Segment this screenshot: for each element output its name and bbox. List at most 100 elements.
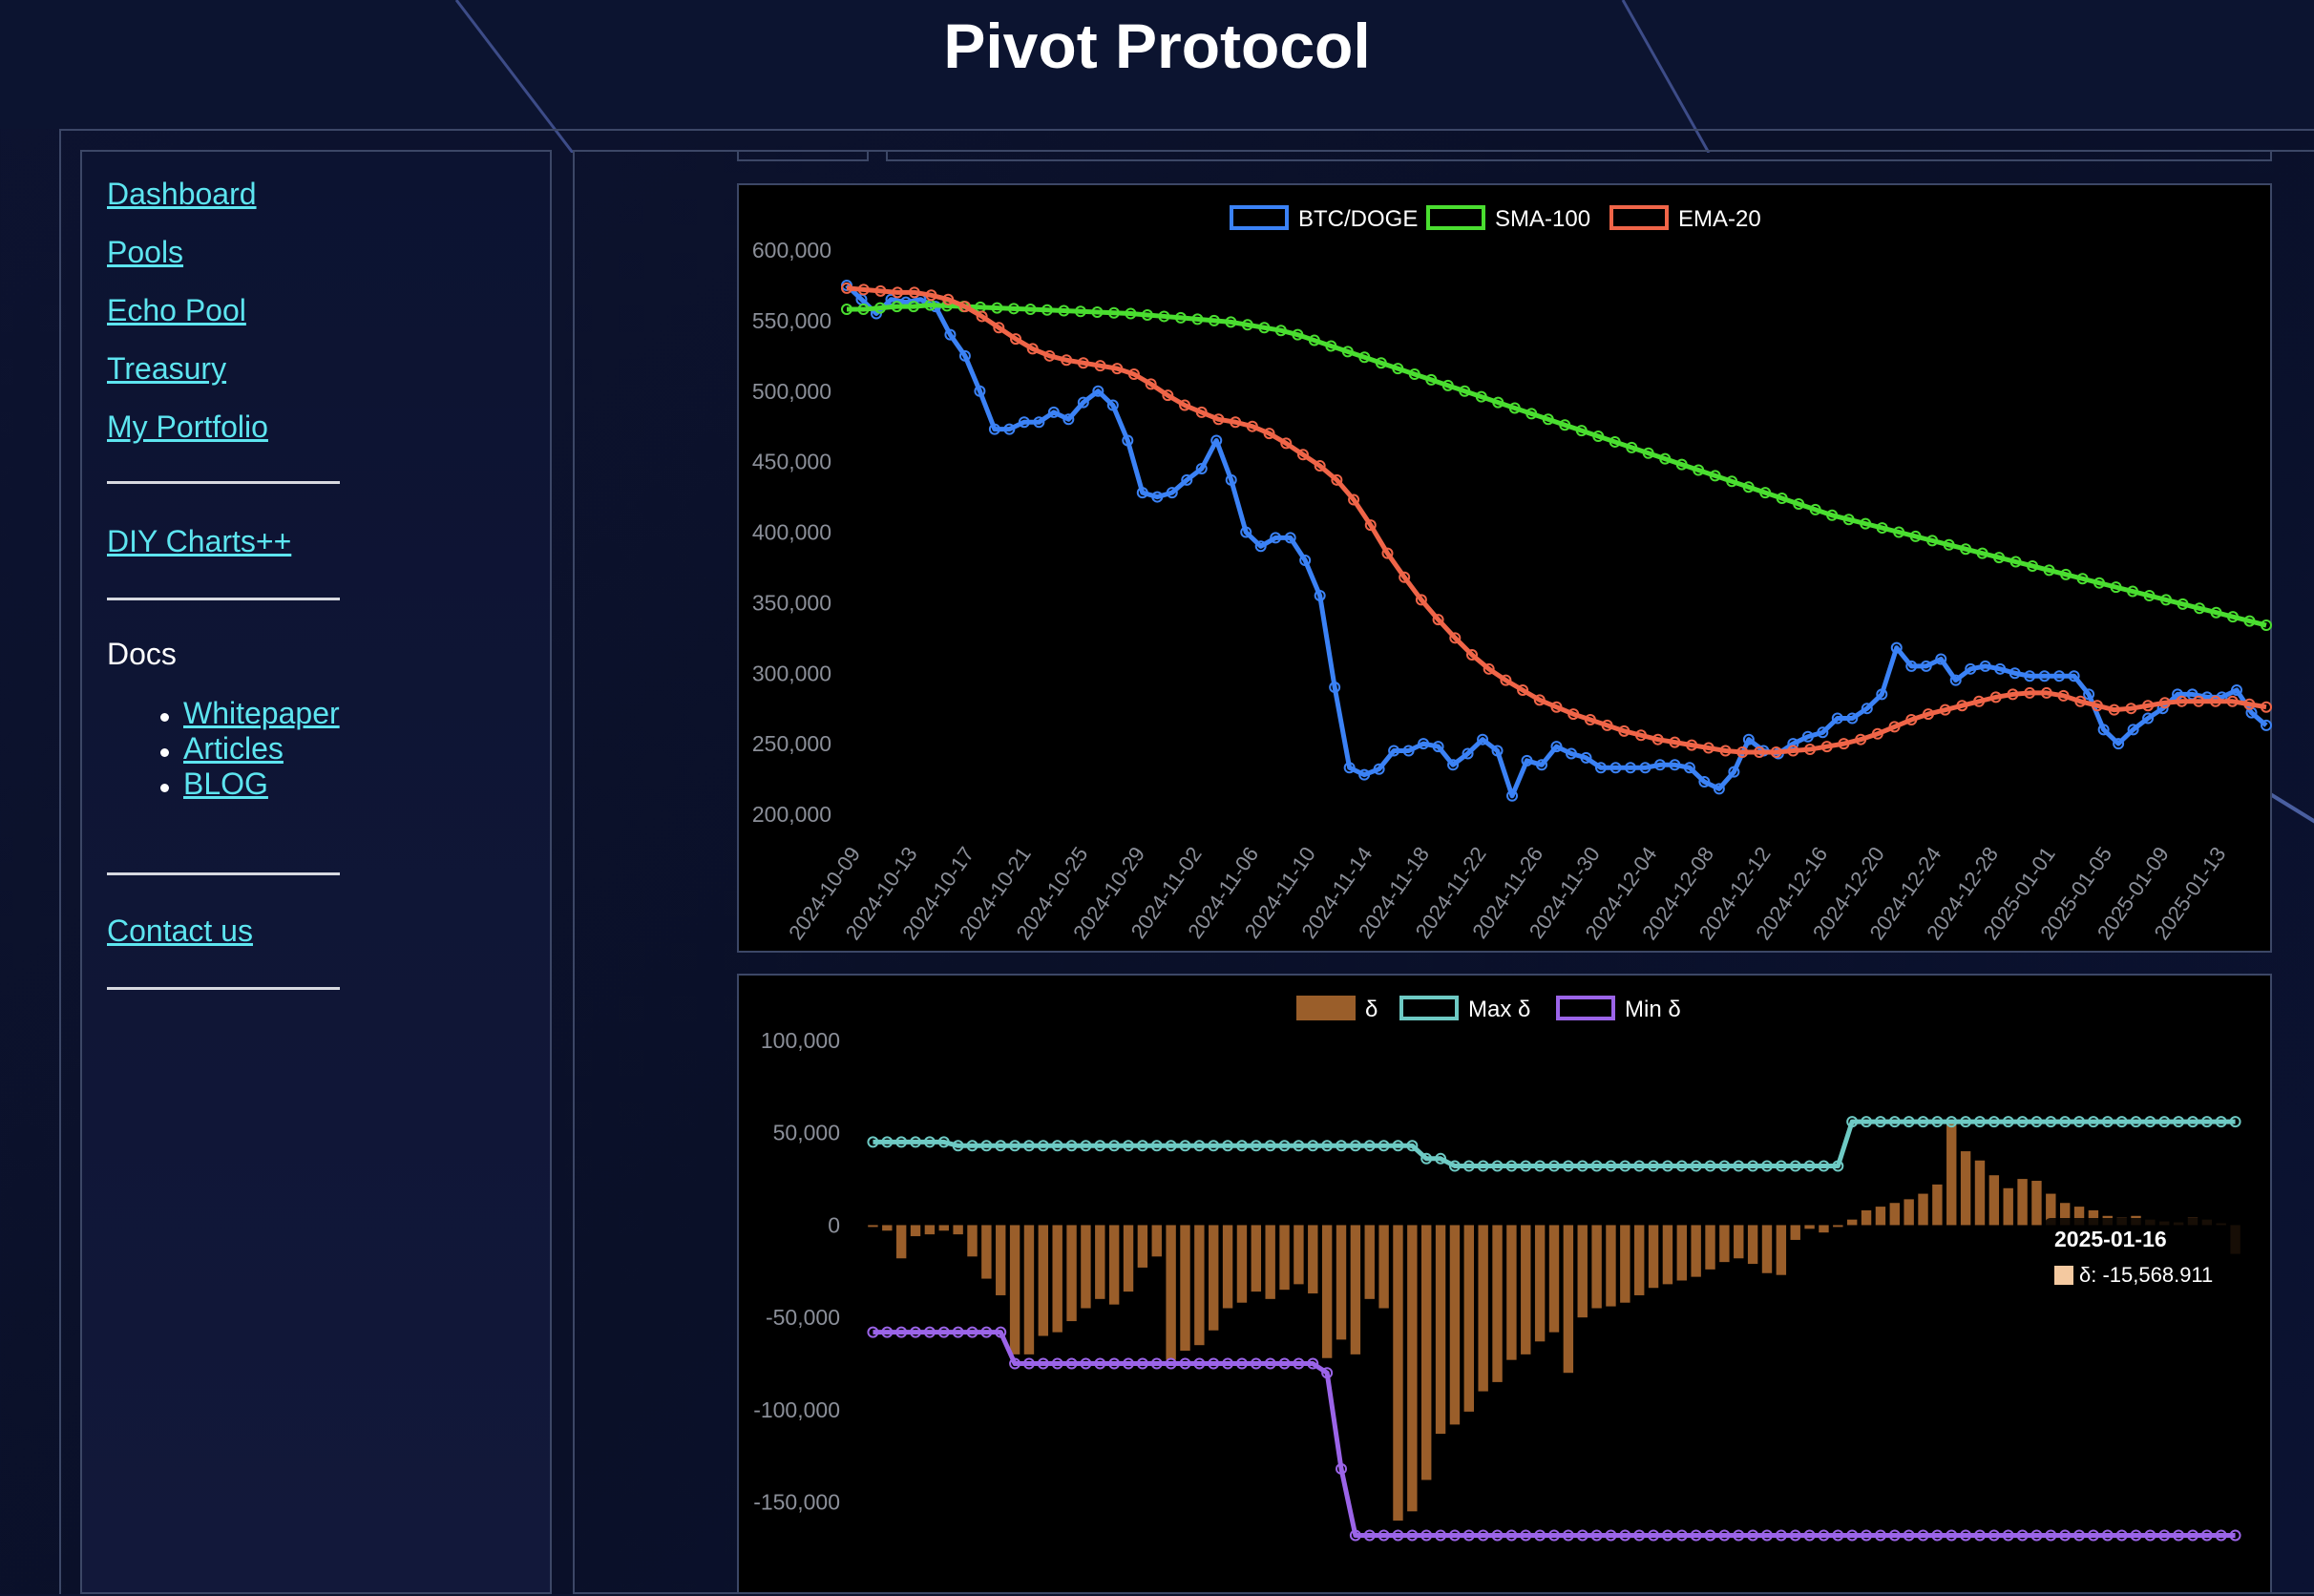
data-point-min-delta <box>1690 1529 1702 1542</box>
data-point-max-delta <box>2073 1116 2086 1128</box>
nav-link-diy-charts[interactable]: DIY Charts++ <box>107 524 292 558</box>
data-point-max-delta <box>895 1136 908 1148</box>
data-point-min-delta <box>1462 1529 1475 1542</box>
bar-delta <box>868 1225 878 1228</box>
data-point-min-delta <box>2130 1529 2142 1542</box>
data-point-max-delta <box>966 1140 978 1152</box>
y-tick-label: -150,000 <box>753 1490 840 1515</box>
delta-chart: 100,000 50,000 0 -50,000 -100,000 -150,000 δ Ma… <box>737 974 2272 1594</box>
data-point-btc-doge <box>1669 759 1681 771</box>
data-point-btc-doge <box>1920 660 1932 672</box>
data-point-ema-20 <box>1871 727 1883 740</box>
data-point-min-delta <box>1349 1529 1361 1542</box>
data-point-ema-20 <box>1905 714 1918 726</box>
bar-delta <box>1606 1225 1616 1307</box>
data-point-max-delta <box>1661 1160 1673 1172</box>
bar-delta <box>2073 1207 2085 1226</box>
bar-delta <box>1095 1225 1105 1299</box>
data-point-max-delta <box>1094 1140 1106 1152</box>
data-point-min-delta <box>1803 1529 1816 1542</box>
bullet <box>160 748 169 757</box>
nav-link-echo-pool[interactable]: Echo Pool <box>107 293 246 327</box>
data-point-min-delta <box>2016 1529 2029 1542</box>
bar-delta <box>1123 1225 1134 1292</box>
bar-delta <box>1875 1207 1886 1226</box>
data-point-btc-doge <box>1003 423 1016 435</box>
docs-link-articles[interactable]: Articles <box>183 731 284 766</box>
bar-delta <box>953 1225 963 1235</box>
series-line-max-delta <box>873 1119 2236 1169</box>
data-point-max-delta <box>1307 1140 1319 1152</box>
data-point-min-delta <box>1448 1529 1461 1542</box>
data-point-max-delta <box>923 1136 936 1148</box>
data-point-sma-100 <box>1158 310 1170 323</box>
data-point-ema-20 <box>1331 473 1343 486</box>
data-point-ema-20 <box>1533 694 1546 706</box>
data-point-min-delta <box>1065 1357 1078 1370</box>
data-point-max-delta <box>1392 1140 1404 1152</box>
bar-delta <box>2046 1193 2056 1226</box>
data-point-max-delta <box>1462 1160 1475 1172</box>
data-point-btc-doge <box>1418 738 1430 750</box>
data-point-sma-100 <box>1024 304 1037 316</box>
data-point-btc-doge <box>988 423 1000 435</box>
bar-delta <box>1294 1225 1304 1285</box>
data-point-min-delta <box>1861 1529 1873 1542</box>
data-point-min-delta <box>1619 1529 1631 1542</box>
data-point-max-delta <box>2215 1116 2227 1128</box>
bar-delta <box>1463 1225 1475 1412</box>
data-point-min-delta <box>1675 1529 1688 1542</box>
data-point-min-delta <box>1988 1529 2000 1542</box>
nav-link-treasury[interactable]: Treasury <box>107 351 227 386</box>
docs-link-blog[interactable]: BLOG <box>183 766 268 801</box>
data-point-sma-100 <box>841 304 852 316</box>
data-point-min-delta <box>1235 1357 1248 1370</box>
data-point-max-delta <box>1477 1160 1489 1172</box>
data-point-btc-doge <box>1550 741 1563 753</box>
bar-delta <box>2088 1209 2099 1226</box>
data-point-min-delta <box>1051 1357 1063 1370</box>
data-point-sma-100 <box>1074 305 1086 318</box>
data-point-max-delta <box>1775 1160 1787 1172</box>
bar-delta <box>1705 1225 1715 1270</box>
data-point-min-delta <box>1165 1357 1177 1370</box>
divider <box>107 987 340 990</box>
data-point-ema-20 <box>857 284 870 296</box>
data-point-btc-doge <box>1728 766 1740 778</box>
data-point-sma-100 <box>1174 311 1187 324</box>
data-point-btc-doge <box>1462 747 1474 760</box>
data-point-sma-100 <box>1107 306 1120 319</box>
data-point-min-delta <box>1435 1529 1447 1542</box>
data-point-min-delta <box>2186 1529 2198 1542</box>
nav-link-dashboard[interactable]: Dashboard <box>107 177 257 211</box>
data-point-ema-20 <box>874 284 887 297</box>
nav-link-my-portfolio[interactable]: My Portfolio <box>107 410 268 444</box>
bar-delta <box>1279 1225 1290 1291</box>
y-tick-label: 350,000 <box>752 590 831 615</box>
data-point-ema-20 <box>1111 363 1124 375</box>
data-point-min-delta <box>1648 1529 1660 1542</box>
data-point-max-delta <box>1874 1116 1886 1128</box>
nav-link-contact[interactable]: Contact us <box>107 914 253 948</box>
data-point-sma-100 <box>1776 493 1788 505</box>
data-point-max-delta <box>2059 1116 2072 1128</box>
data-point-sma-100 <box>1341 346 1354 358</box>
bar-delta <box>1620 1225 1630 1303</box>
docs-link-whitepaper[interactable]: Whitepaper <box>183 696 340 730</box>
data-point-sma-100 <box>1842 514 1855 526</box>
data-point-ema-20 <box>1686 739 1698 751</box>
data-point-max-delta <box>1931 1116 1944 1128</box>
data-point-max-delta <box>2173 1116 2185 1128</box>
bar-delta <box>1321 1225 1333 1358</box>
data-point-btc-doge <box>1092 385 1104 397</box>
data-point-sma-100 <box>1860 517 1872 530</box>
data-point-min-delta <box>995 1326 1007 1338</box>
bar-delta <box>2031 1181 2042 1226</box>
divider <box>107 481 340 484</box>
nav-link-pools[interactable]: Pools <box>107 235 184 269</box>
y-tick-label: 600,000 <box>752 238 831 262</box>
data-point-max-delta <box>1179 1140 1191 1152</box>
data-point-ema-20 <box>1567 708 1580 721</box>
bar-delta <box>1534 1225 1546 1342</box>
data-point-min-delta <box>1917 1529 1929 1542</box>
